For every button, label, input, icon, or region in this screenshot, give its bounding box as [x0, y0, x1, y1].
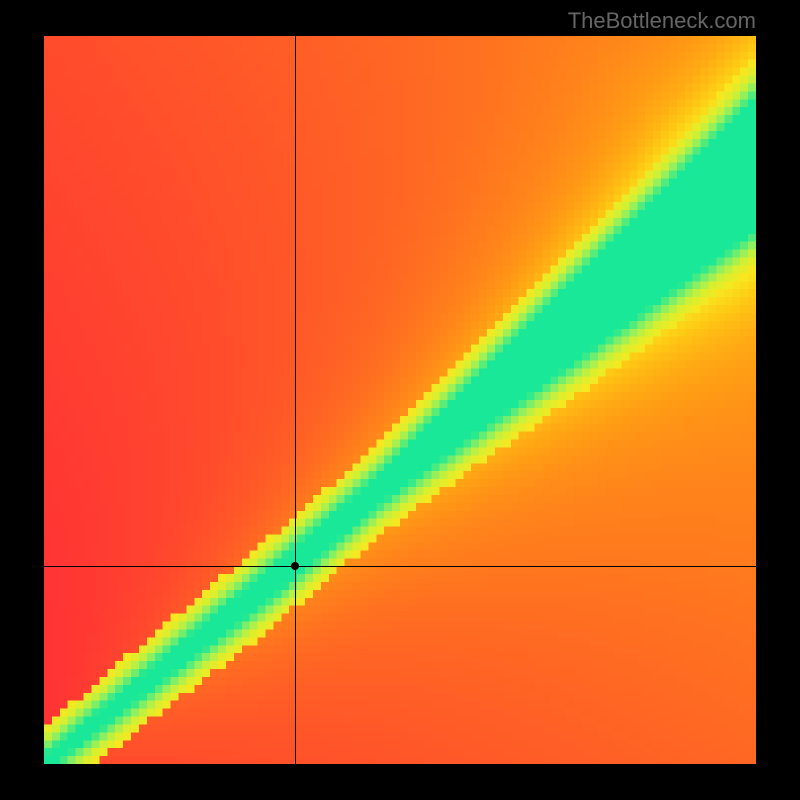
watermark-text: TheBottleneck.com	[568, 8, 756, 34]
crosshair-marker	[291, 562, 299, 570]
heatmap-plot	[44, 36, 756, 764]
crosshair-horizontal	[44, 566, 756, 567]
crosshair-vertical	[295, 36, 296, 764]
heatmap-canvas	[44, 36, 756, 764]
